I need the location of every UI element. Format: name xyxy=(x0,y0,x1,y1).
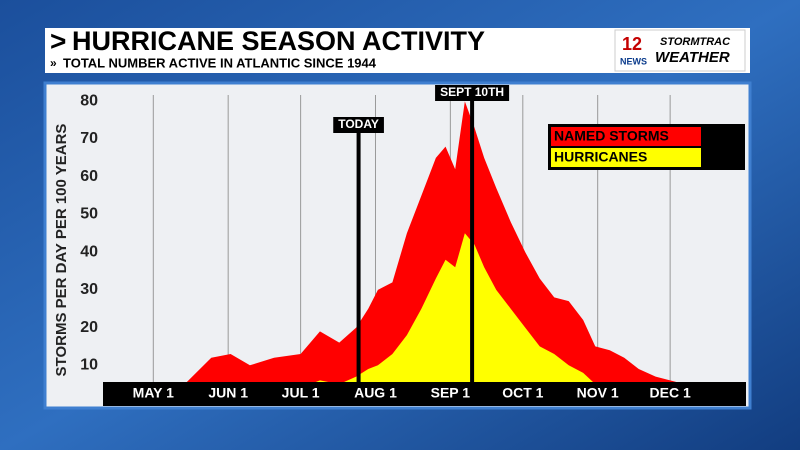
x-tick-label: SEP 1 xyxy=(431,385,471,401)
x-tick-label: NOV 1 xyxy=(577,385,619,401)
annotation-box xyxy=(333,117,384,133)
logo-line1: STORMTRAC xyxy=(660,36,731,48)
annotation-label: TODAY xyxy=(338,117,379,131)
x-tick-label: JUL 1 xyxy=(282,385,320,401)
chart-title: HURRICANE SEASON ACTIVITY xyxy=(72,26,485,56)
y-tick-label: 50 xyxy=(80,206,98,223)
x-axis-band xyxy=(103,382,746,406)
x-tick-label: JUN 1 xyxy=(208,385,248,401)
y-tick-label: 40 xyxy=(80,243,98,260)
legend-label: NAMED STORMS xyxy=(554,128,669,144)
annotation-label: SEPT 10TH xyxy=(440,85,504,99)
area xyxy=(131,101,690,403)
legend-label: HURRICANES xyxy=(554,149,647,165)
y-axis-label: STORMS PER DAY PER 100 YEARS xyxy=(53,124,70,377)
y-tick-label: 20 xyxy=(80,319,98,336)
logo-box xyxy=(614,29,746,72)
subtitle-marker: » xyxy=(50,56,57,70)
y-tick-label: 30 xyxy=(80,281,98,298)
x-tick-label: DEC 1 xyxy=(650,385,691,401)
area xyxy=(131,233,690,403)
y-tick-label: 10 xyxy=(80,357,98,374)
title-marker: > xyxy=(50,25,66,56)
x-tick-label: AUG 1 xyxy=(354,385,397,401)
x-tick-label: MAY 1 xyxy=(133,385,174,401)
x-tick-label: OCT 1 xyxy=(502,385,543,401)
y-tick-label: 60 xyxy=(80,168,98,185)
legend-swatch xyxy=(551,127,701,146)
logo-line2: WEATHER xyxy=(655,49,730,66)
y-tick-label: 80 xyxy=(80,93,98,110)
annotation-box xyxy=(435,85,510,101)
legend-swatch xyxy=(551,148,701,167)
chart-subtitle: TOTAL NUMBER ACTIVE IN ATLANTIC SINCE 19… xyxy=(63,55,377,70)
logo-number: 12 xyxy=(622,34,642,54)
logo-station: NEWS xyxy=(620,56,647,66)
y-tick-label: 70 xyxy=(80,130,98,147)
